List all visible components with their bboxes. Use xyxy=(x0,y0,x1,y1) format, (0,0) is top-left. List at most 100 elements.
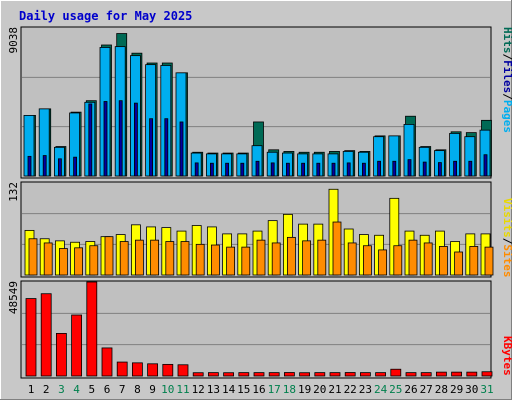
kbytes-bar xyxy=(71,314,82,377)
pages-bar xyxy=(240,162,245,177)
sites-bar xyxy=(469,246,479,276)
sites-bar xyxy=(484,246,494,276)
sites-bar xyxy=(454,251,464,276)
sites-bar xyxy=(362,245,372,276)
upper-panel-bars xyxy=(23,33,492,177)
middle-panel-bars xyxy=(24,188,494,276)
chart-title: Daily usage for May 2025 xyxy=(19,9,192,23)
day-label: 23 xyxy=(359,383,372,396)
kbytes-bar xyxy=(40,293,52,377)
kbytes-bar xyxy=(299,372,311,377)
pages-bar xyxy=(73,156,77,177)
kbytes-bar xyxy=(329,372,341,377)
pages-bar xyxy=(27,155,32,177)
legend-visits: Visits xyxy=(501,198,512,238)
sites-bar xyxy=(408,239,418,276)
kbytes-bar xyxy=(435,371,447,377)
kbytes-bar xyxy=(405,372,417,377)
day-labels: 1 2 3 4 5 6 7 8 9 10 11 12 13 14 15 16 17 18 19 20 21 22 23 24 2… xyxy=(28,383,494,396)
sites-bar xyxy=(119,241,129,276)
kbytes-bar xyxy=(390,368,402,377)
day-label: 6 xyxy=(104,383,111,396)
day-label: 9 xyxy=(149,383,156,396)
lower-panel-bars xyxy=(25,281,493,377)
kbytes-bar xyxy=(314,372,326,377)
legend-kbytes: KBytes xyxy=(501,336,512,376)
kbytes-bar xyxy=(420,372,432,377)
pages-bar xyxy=(422,161,427,177)
kbytes-bar xyxy=(268,372,280,377)
day-label: 18 xyxy=(283,383,296,396)
pages-bar xyxy=(42,155,47,177)
sites-bar xyxy=(43,242,53,276)
kbytes-bar xyxy=(283,372,295,377)
upper-axis-max-label: 9038 xyxy=(7,27,20,54)
sites-bar xyxy=(74,247,83,276)
pages-bar xyxy=(209,162,214,177)
kbytes-bar xyxy=(481,371,493,377)
pages-bar xyxy=(468,160,473,177)
sites-bar xyxy=(438,246,448,276)
kbytes-bar xyxy=(101,347,113,377)
sites-bar xyxy=(423,242,433,276)
day-label: 20 xyxy=(313,383,326,396)
pages-bar xyxy=(118,100,123,177)
legend-separator: / xyxy=(501,54,512,61)
sites-bar xyxy=(195,243,205,276)
sites-bar xyxy=(241,246,251,276)
pages-bar xyxy=(407,159,412,177)
day-label: 16 xyxy=(252,383,265,396)
legend-sites: Sites xyxy=(501,244,512,277)
sites-bar xyxy=(210,244,220,276)
middle-axis-max-label: 132 xyxy=(7,182,20,202)
lower-legend: KBytes xyxy=(501,336,512,376)
lower-panel-background xyxy=(20,280,492,379)
day-label: 28 xyxy=(435,383,448,396)
kbytes-bar xyxy=(238,372,250,377)
pages-bar xyxy=(316,162,321,177)
sites-bar xyxy=(150,239,160,276)
pages-bar xyxy=(225,162,230,177)
kbytes-bar xyxy=(344,372,356,377)
upper-legend: Hits/Files/Pages xyxy=(501,27,512,133)
sites-bar xyxy=(286,236,296,276)
kbytes-bar xyxy=(223,372,235,377)
lower-panel-gridlines xyxy=(22,312,490,346)
kbytes-bar xyxy=(451,371,463,377)
pages-bar xyxy=(179,121,184,177)
pages-bar xyxy=(194,162,199,177)
day-label: 12 xyxy=(192,383,205,396)
day-label: 24 xyxy=(374,383,388,396)
pages-bar xyxy=(255,160,260,177)
sites-bar xyxy=(393,245,403,276)
sites-bar xyxy=(89,245,99,276)
day-label: 27 xyxy=(420,383,433,396)
day-label: 8 xyxy=(134,383,141,396)
pages-bar xyxy=(331,162,336,177)
middle-legend: Visits/Sites xyxy=(501,198,512,278)
legend-hits: Hits xyxy=(501,27,512,54)
day-label: 1 xyxy=(28,383,35,396)
day-label: 4 xyxy=(73,383,80,396)
sites-bar xyxy=(302,240,312,276)
sites-bar xyxy=(28,238,38,276)
kbytes-bar xyxy=(131,362,143,377)
day-label: 25 xyxy=(389,383,402,396)
day-label: 7 xyxy=(119,383,126,396)
sites-bar xyxy=(317,239,327,276)
sites-bar xyxy=(378,249,388,276)
kbytes-bar xyxy=(25,298,37,377)
pages-bar xyxy=(453,160,458,177)
pages-bar xyxy=(88,103,93,177)
sites-bar xyxy=(226,246,236,276)
sites-bar xyxy=(347,242,357,276)
day-label: 10 xyxy=(161,383,174,396)
pages-bar xyxy=(437,162,442,177)
kbytes-bar xyxy=(359,372,371,377)
kbytes-bar xyxy=(207,372,219,377)
sites-bar xyxy=(134,239,144,276)
kbytes-bar xyxy=(253,372,265,377)
sites-bar xyxy=(256,239,266,276)
kbytes-bar xyxy=(192,372,204,377)
